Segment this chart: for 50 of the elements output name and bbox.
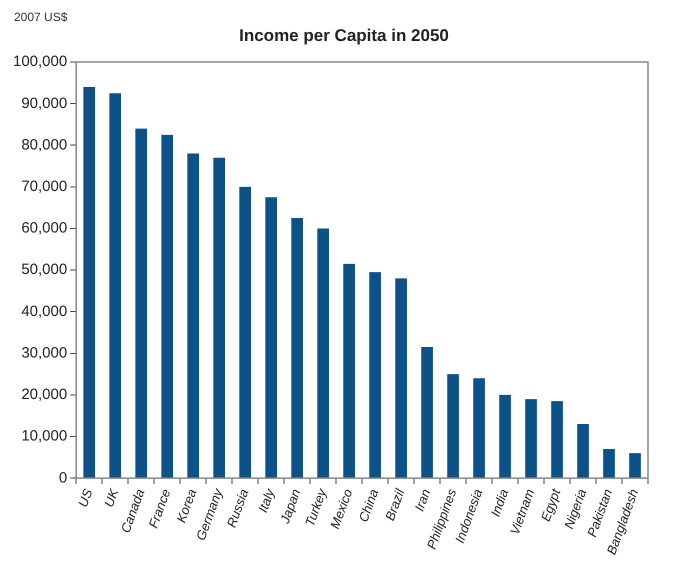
bar [629,453,641,478]
bar [239,186,252,478]
y-tick-label: 80,000 [21,136,68,154]
bar [291,218,303,478]
x-tick-label: Mexico [327,486,356,531]
x-tick-label: Egypt [538,486,564,524]
bar [551,401,563,478]
x-tick-label: Russia [224,486,252,530]
y-tick-label: 70,000 [21,178,68,195]
x-tick-label: France [145,486,174,530]
y-tick-label: 50,000 [21,261,68,278]
x-tick-label: US [75,486,96,510]
x-tick-label: Japan [276,486,304,526]
bar [603,449,615,478]
bar [83,86,96,478]
bar [577,424,589,478]
bar [447,374,459,478]
x-tick-label: Brazil [382,486,408,523]
x-tick-label: Korea [173,486,200,525]
y-axis-title: 2007 US$ [14,10,68,24]
bar [473,378,485,478]
y-tick-label: 30,000 [21,344,68,362]
bar [213,158,226,478]
bar [135,128,148,478]
bar [187,154,200,478]
x-tick-label: China [356,486,382,524]
bar [369,272,381,478]
y-tick-label: 100,000 [12,53,68,70]
y-tick-label: 90,000 [21,94,68,112]
y-tick-label: 20,000 [21,386,68,404]
bar [525,399,537,478]
y-tick-label: 60,000 [21,220,68,237]
x-tick-label: Italy [255,486,278,514]
bar [265,197,277,478]
y-tick-label: 0 [58,469,68,486]
bar [499,394,511,478]
x-tick-label: Iran [412,486,434,514]
x-tick-label: UK [101,486,122,510]
y-tick-label: 10,000 [21,428,68,445]
bar [161,134,174,478]
x-tick-label: India [488,486,512,519]
bar [109,93,122,478]
bar [317,228,329,478]
x-tick-label: Turkey [302,486,330,528]
y-tick-label: 40,000 [21,302,68,320]
bar [421,347,433,478]
bar [395,278,407,478]
x-tick-label: Nigeria [561,486,590,531]
chart-title: Income per Capita in 2050 [238,26,450,46]
bar [343,264,355,478]
